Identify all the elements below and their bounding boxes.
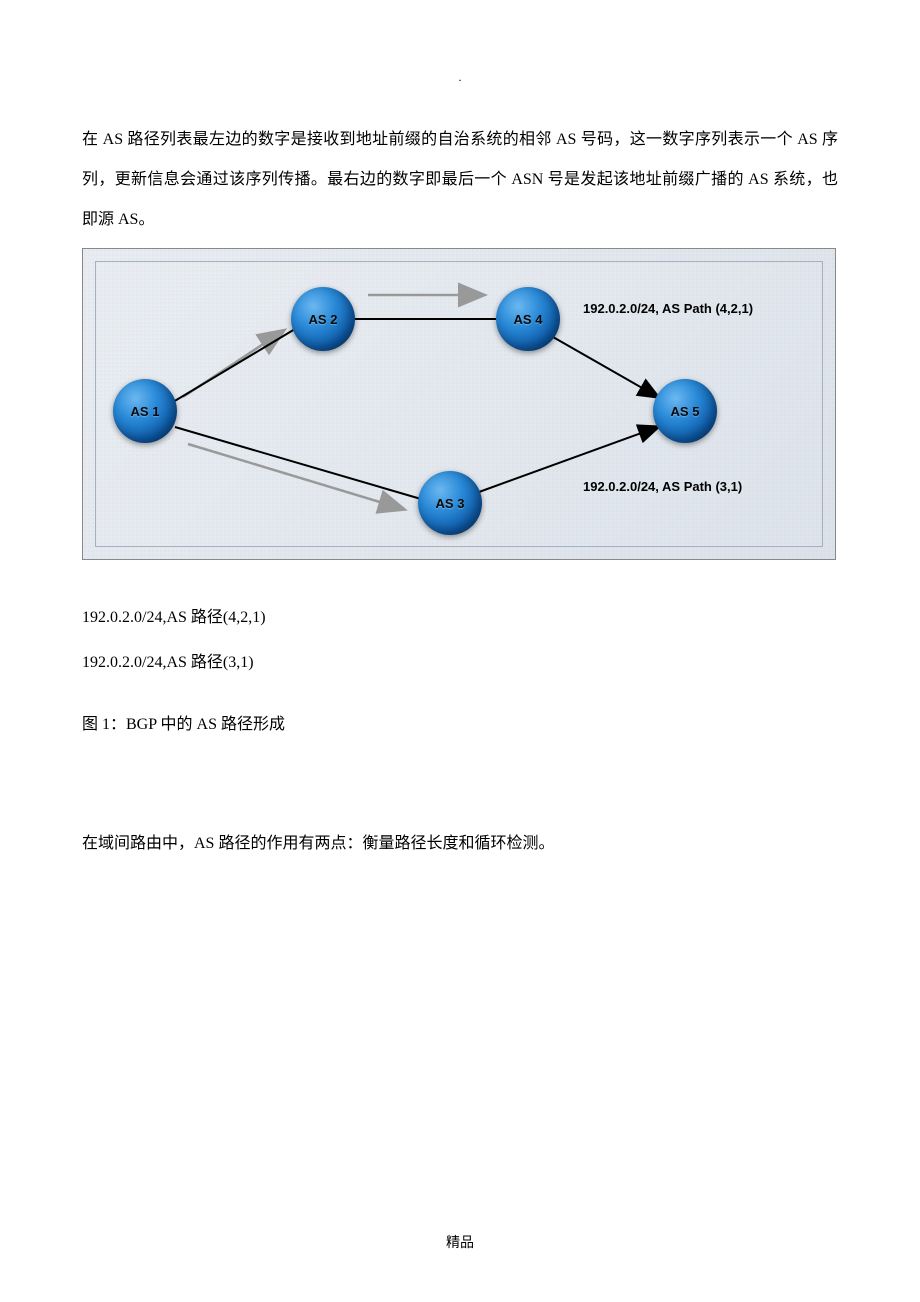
edge-6	[175, 427, 421, 499]
page-footer: 精品	[446, 1232, 474, 1252]
caption-line-2: 192.0.2.0/24,AS 路径(3,1)	[82, 641, 838, 686]
caption-line-1: 192.0.2.0/24,AS 路径(4,2,1)	[82, 596, 838, 641]
node-as2: AS 2	[291, 287, 355, 351]
node-label-as3: AS 3	[436, 496, 465, 511]
edge-1	[173, 329, 295, 402]
node-label-as5: AS 5	[671, 404, 700, 419]
paragraph-2: 在域间路由中，AS 路径的作用有两点：衡量路径长度和循环检测。	[82, 824, 838, 864]
node-label-as2: AS 2	[309, 312, 338, 327]
node-label-as4: AS 4	[514, 312, 543, 327]
as-path-diagram: AS 1 AS 2 AS 3 AS 4 AS 5 192.0.2.0/24, AS Pa…	[82, 248, 836, 560]
edge-5	[188, 444, 403, 509]
node-label-as1: AS 1	[131, 404, 160, 419]
path-label-1: 192.0.2.0/24, AS Path (3,1)	[583, 479, 742, 494]
node-as4: AS 4	[496, 287, 560, 351]
figure-caption: 图 1：BGP 中的 AS 路径形成	[82, 710, 838, 734]
top-dot: .	[459, 70, 462, 85]
edge-4	[553, 337, 658, 397]
node-as5: AS 5	[653, 379, 717, 443]
node-as1: AS 1	[113, 379, 177, 443]
node-as3: AS 3	[418, 471, 482, 535]
paragraph-1: 在 AS 路径列表最左边的数字是接收到地址前缀的自治系统的相邻 AS 号码，这一…	[82, 120, 838, 240]
path-label-0: 192.0.2.0/24, AS Path (4,2,1)	[583, 301, 753, 316]
page-content: 在 AS 路径列表最左边的数字是接收到地址前缀的自治系统的相邻 AS 号码，这一…	[82, 120, 838, 864]
